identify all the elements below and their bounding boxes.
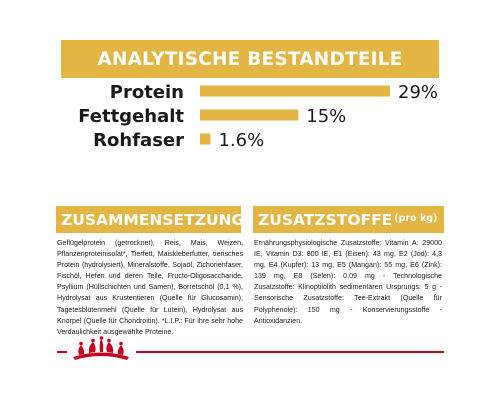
page-title: ANALYTISCHE BESTANDTEILE [97, 48, 403, 70]
value-label-rohfaser: 1.6% [218, 130, 264, 151]
bar-protein [200, 85, 390, 97]
footer-line-right [136, 351, 444, 353]
nutrient-bar-chart: Protein 29% Fettgehalt 15% Rohfaser 1.6% [78, 82, 438, 151]
footer-line-left [57, 351, 67, 353]
additives-title-suffix: (pro kg) [394, 213, 438, 224]
value-label-fettgehalt: 15% [306, 106, 346, 127]
category-label-rohfaser: Rohfaser [93, 130, 184, 151]
composition-heading: ZUSAMMENSETZUNG [56, 206, 245, 233]
composition-title: ZUSAMMENSETZUNG [61, 210, 245, 229]
category-label-fettgehalt: Fettgehalt [78, 106, 184, 127]
value-label-protein: 29% [398, 82, 438, 103]
additives-title: ZUSATZSTOFFE [258, 210, 393, 229]
additives-text: Ernährungsphysiologische Zusatzstoffe: V… [254, 239, 442, 325]
header-band: ANALYTISCHE BESTANDTEILE [61, 40, 439, 78]
category-label-protein: Protein [110, 82, 184, 103]
composition-text: Geflügelprotein (getrocknet), Reis, Mais… [57, 239, 243, 336]
additives-heading: ZUSATZSTOFFE (pro kg) [253, 206, 444, 233]
royal-canin-crown-icon [73, 336, 129, 360]
bar-fettgehalt [200, 109, 299, 121]
bar-rohfaser [200, 133, 211, 145]
